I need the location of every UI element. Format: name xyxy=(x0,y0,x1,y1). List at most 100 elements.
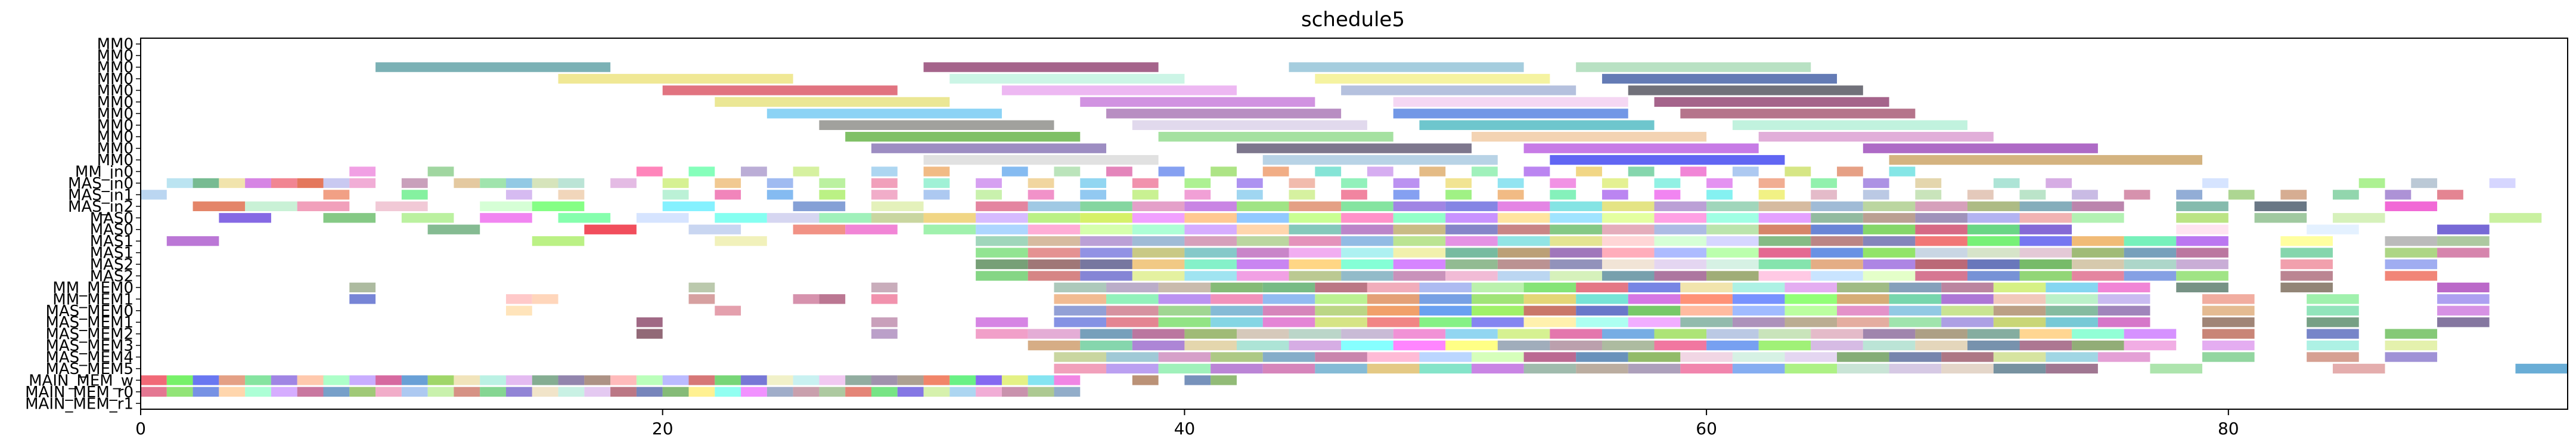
task-bar xyxy=(1784,294,1837,304)
task-bar xyxy=(1159,364,1211,373)
task-bar xyxy=(2020,341,2072,350)
task-bar xyxy=(2202,294,2255,304)
task-bar xyxy=(637,166,663,176)
task-bar xyxy=(1524,283,1576,292)
task-bar xyxy=(506,178,532,188)
task-bar xyxy=(1655,271,1707,280)
task-bar xyxy=(2176,236,2229,246)
task-bar xyxy=(1080,178,1106,188)
task-bar xyxy=(1028,248,1081,257)
task-bar xyxy=(1628,294,1681,304)
task-bar xyxy=(976,202,1028,211)
task-bar xyxy=(1315,317,1367,327)
task-bar xyxy=(1315,166,1341,176)
task-bar xyxy=(819,294,845,304)
y-tick-label: MAIN_MEM_r1 xyxy=(25,395,134,413)
task-bar xyxy=(1184,271,1237,280)
task-bar xyxy=(2280,283,2333,292)
task-bar xyxy=(1680,166,1706,176)
task-bar xyxy=(2046,364,2098,373)
task-bar xyxy=(2202,178,2229,188)
task-bar xyxy=(1524,317,1576,327)
task-bar xyxy=(323,190,349,199)
task-bar xyxy=(2437,236,2490,246)
task-bar xyxy=(1184,329,1237,338)
task-bar xyxy=(1472,132,1706,141)
task-bar xyxy=(375,387,402,397)
task-bar xyxy=(610,375,637,385)
task-bar xyxy=(1967,236,2020,246)
task-bar xyxy=(2255,213,2307,222)
task-bar xyxy=(1289,248,1342,257)
task-bar xyxy=(2072,248,2124,257)
task-bar xyxy=(1915,248,1967,257)
task-bar xyxy=(1576,62,1811,72)
task-bar xyxy=(1106,306,1159,316)
task-bar xyxy=(2359,178,2385,188)
task-bar xyxy=(506,375,532,385)
task-bar xyxy=(1733,364,1785,373)
task-bar xyxy=(532,375,558,385)
task-bar xyxy=(688,294,715,304)
task-bar xyxy=(532,202,585,211)
task-bar xyxy=(1211,317,1263,327)
task-bar xyxy=(167,387,193,397)
task-bar xyxy=(1967,213,2020,222)
task-bar xyxy=(1289,190,1315,199)
task-bar xyxy=(219,387,245,397)
task-bar xyxy=(924,155,1159,165)
task-bar xyxy=(1080,190,1106,199)
chart-title: schedule5 xyxy=(1301,8,1405,32)
task-bar xyxy=(871,202,924,211)
task-bar xyxy=(1132,213,1185,222)
task-bar xyxy=(1315,352,1367,361)
task-bar xyxy=(1524,294,1576,304)
task-bar xyxy=(1889,283,1942,292)
task-bar xyxy=(871,213,924,222)
task-bar xyxy=(1028,387,1054,397)
task-bar xyxy=(1028,213,1081,222)
task-bar xyxy=(976,259,1028,269)
task-bar xyxy=(1054,364,1106,373)
task-bar xyxy=(1498,329,1550,338)
task-bar xyxy=(1602,225,1655,234)
task-bar xyxy=(1263,294,1315,304)
task-bar xyxy=(1341,190,1367,199)
task-bar xyxy=(1811,178,1837,188)
task-bar xyxy=(1602,202,1655,211)
task-bar xyxy=(1889,155,2202,165)
task-bar xyxy=(1289,213,1342,222)
task-bar xyxy=(1967,248,2020,257)
task-bar xyxy=(1132,341,1185,350)
task-bar xyxy=(1028,329,1081,338)
task-bar xyxy=(375,62,610,72)
task-bar xyxy=(1811,329,1863,338)
task-bar xyxy=(2150,364,2202,373)
task-bar xyxy=(558,74,793,84)
task-bar xyxy=(1863,259,1916,269)
task-bar xyxy=(1211,352,1263,361)
task-bar xyxy=(2124,190,2150,199)
task-bar xyxy=(871,190,898,199)
task-bar xyxy=(1002,166,1028,176)
task-bar xyxy=(1915,202,1967,211)
task-bar xyxy=(976,271,1028,280)
task-bar xyxy=(1445,271,1498,280)
task-bar xyxy=(1706,225,1759,234)
task-bar xyxy=(1602,259,1655,269)
task-bar xyxy=(2385,202,2438,211)
task-bar xyxy=(2437,306,2490,316)
task-bar xyxy=(2072,236,2124,246)
task-bar xyxy=(1655,329,1707,338)
task-bar xyxy=(454,387,480,397)
task-bar xyxy=(1472,283,1524,292)
task-bar xyxy=(1967,202,2020,211)
task-bar xyxy=(871,375,898,385)
task-bar xyxy=(1211,166,1237,176)
task-bar xyxy=(1132,236,1185,246)
task-bar xyxy=(1184,190,1211,199)
task-bar xyxy=(1054,317,1106,327)
task-bar xyxy=(741,387,767,397)
task-bar xyxy=(819,178,845,188)
task-bar xyxy=(1472,352,1524,361)
